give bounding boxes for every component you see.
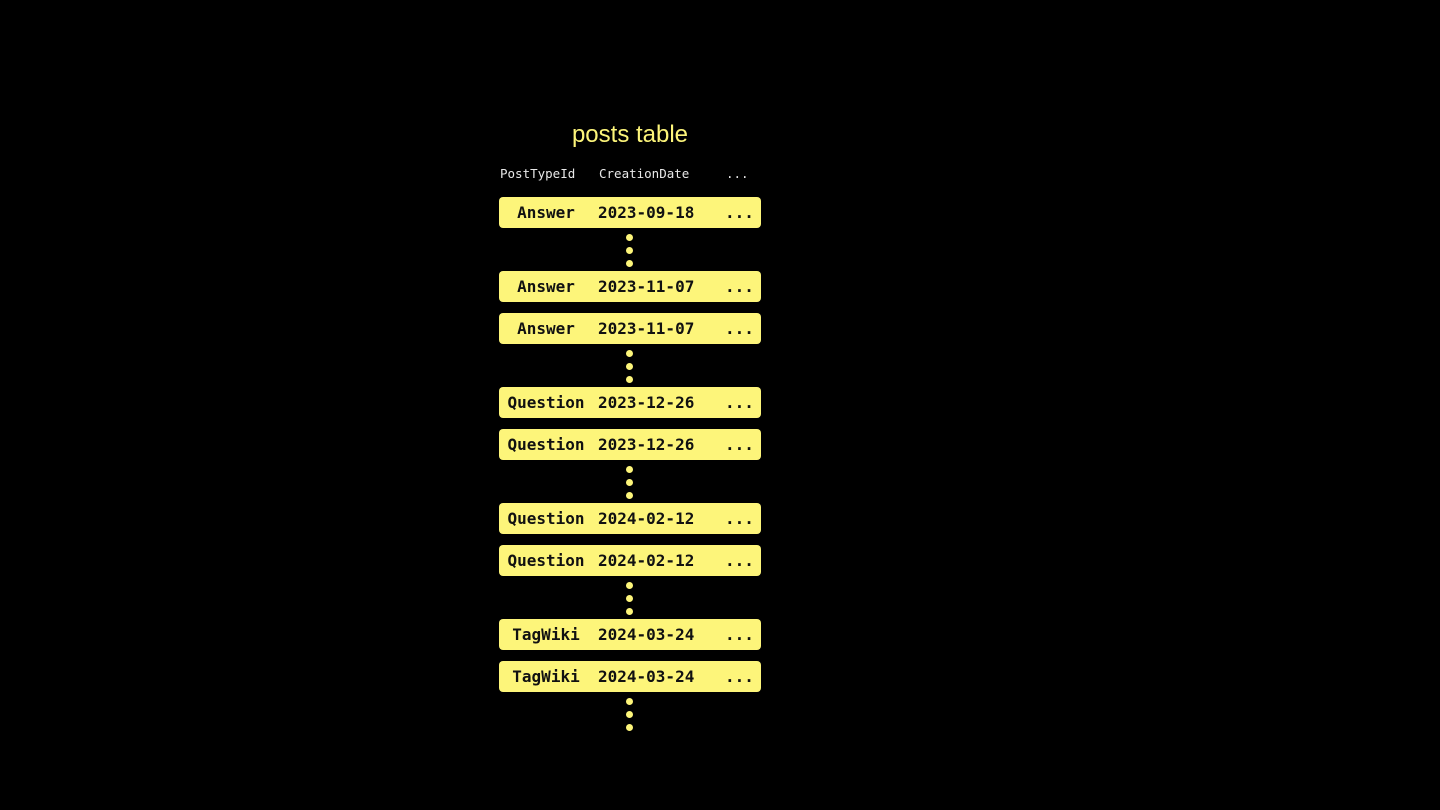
cell-post-type: Answer — [517, 277, 575, 296]
cell-creation-date: 2023-11-07 — [598, 277, 695, 296]
table-row: Answer 2023-11-07... — [499, 313, 761, 344]
cell-post-type: Question — [507, 393, 585, 412]
cell-more: ... — [725, 203, 754, 222]
omitted-rows-ellipsis — [499, 692, 761, 735]
cell-creation-date: 2024-02-12 — [598, 509, 695, 528]
row-group: TagWiki 2024-03-24... TagWiki 2024-03-24... — [499, 619, 761, 692]
omitted-rows-ellipsis — [499, 576, 761, 619]
dot-icon — [626, 376, 633, 383]
posts-rows: Answer 2023-09-18... Answer 2023-11-07... An… — [499, 197, 761, 735]
table-row: Question 2023-12-26... — [499, 429, 761, 460]
cell-more: ... — [725, 277, 754, 296]
dot-icon — [626, 608, 633, 615]
cell-post-type: Question — [507, 509, 585, 528]
cell-post-type: TagWiki — [512, 667, 580, 686]
dot-icon — [626, 363, 633, 370]
omitted-rows-ellipsis — [499, 228, 761, 271]
cell-creation-date: 2023-12-26 — [598, 435, 695, 454]
table-row: Answer 2023-11-07... — [499, 271, 761, 302]
dot-icon — [626, 698, 633, 705]
table-row: Question 2023-12-26... — [499, 387, 761, 418]
cell-creation-date: 2023-12-26 — [598, 393, 695, 412]
column-more: ... — [726, 166, 749, 181]
cell-more: ... — [725, 551, 754, 570]
cell-creation-date: 2024-02-12 — [598, 551, 695, 570]
cell-creation-date: 2024-03-24 — [598, 667, 695, 686]
cell-post-type: Answer — [517, 319, 575, 338]
dot-icon — [626, 466, 633, 473]
cell-creation-date: 2023-09-18 — [598, 203, 695, 222]
cell-post-type: Question — [507, 551, 585, 570]
dot-icon — [626, 582, 633, 589]
cell-creation-date: 2024-03-24 — [598, 625, 695, 644]
cell-more: ... — [725, 393, 754, 412]
table-row: Question 2024-02-12... — [499, 503, 761, 534]
cell-post-type: TagWiki — [512, 625, 580, 644]
cell-more: ... — [725, 435, 754, 454]
omitted-rows-ellipsis — [499, 344, 761, 387]
dot-icon — [626, 595, 633, 602]
table-row: TagWiki 2024-03-24... — [499, 619, 761, 650]
table-row: Question 2024-02-12... — [499, 545, 761, 576]
cell-more: ... — [725, 625, 754, 644]
dot-icon — [626, 247, 633, 254]
row-group: Answer 2023-11-07... Answer 2023-11-07... — [499, 271, 761, 344]
column-posttypeid: PostTypeId — [500, 166, 576, 181]
dot-icon — [626, 479, 633, 486]
dot-icon — [626, 234, 633, 241]
dot-icon — [626, 350, 633, 357]
cell-creation-date: 2023-11-07 — [598, 319, 695, 338]
cell-more: ... — [725, 509, 754, 528]
cell-post-type: Question — [507, 435, 585, 454]
dot-icon — [626, 724, 633, 731]
row-group: Question 2024-02-12... Question 2024-02-12.… — [499, 503, 761, 576]
table-row: Answer 2023-09-18... — [499, 197, 761, 228]
row-group: Question 2023-12-26... Question 2023-12-26.… — [499, 387, 761, 460]
cell-more: ... — [725, 319, 754, 338]
dot-icon — [626, 492, 633, 499]
row-group: Answer 2023-09-18... — [499, 197, 761, 228]
column-creationdate: CreationDate — [599, 166, 690, 181]
dot-icon — [626, 260, 633, 267]
cell-more: ... — [725, 667, 754, 686]
dot-icon — [626, 711, 633, 718]
cell-post-type: Answer — [517, 203, 575, 222]
omitted-rows-ellipsis — [499, 460, 761, 503]
table-row: TagWiki 2024-03-24... — [499, 661, 761, 692]
column-header: PostTypeId CreationDate ... — [499, 166, 761, 184]
diagram-title: posts table — [571, 121, 689, 148]
